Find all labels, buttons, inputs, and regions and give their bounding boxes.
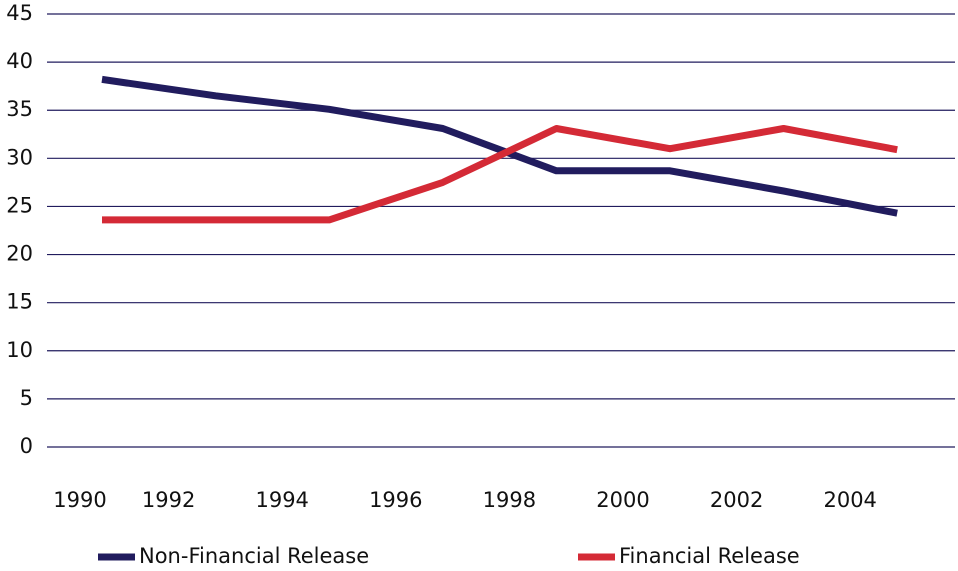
series-line <box>101 75 898 217</box>
y-tick-label: 10 <box>6 338 33 362</box>
y-tick-label: 25 <box>6 193 33 217</box>
x-tick-label: 1990 <box>53 488 106 512</box>
x-tick-label: 1996 <box>369 488 422 512</box>
x-tick-label: 2004 <box>823 488 876 512</box>
y-tick-label: 40 <box>6 49 33 73</box>
y-tick-label: 15 <box>6 290 33 314</box>
y-tick-label: 30 <box>6 145 33 169</box>
x-tick-label: 1994 <box>255 488 308 512</box>
series-line <box>102 125 898 224</box>
y-tick-label: 0 <box>20 434 33 458</box>
x-tick-label: 2002 <box>710 488 763 512</box>
x-tick-label: 2000 <box>596 488 649 512</box>
x-tick-label: 1998 <box>483 488 536 512</box>
x-tick-label: 1992 <box>142 488 195 512</box>
legend-label: Non-Financial Release <box>139 544 369 568</box>
legend-label: Financial Release <box>619 544 800 568</box>
y-tick-label: 20 <box>6 242 33 266</box>
y-tick-label: 5 <box>20 386 33 410</box>
y-tick-label: 35 <box>6 97 33 121</box>
y-tick-label: 45 <box>6 1 33 25</box>
